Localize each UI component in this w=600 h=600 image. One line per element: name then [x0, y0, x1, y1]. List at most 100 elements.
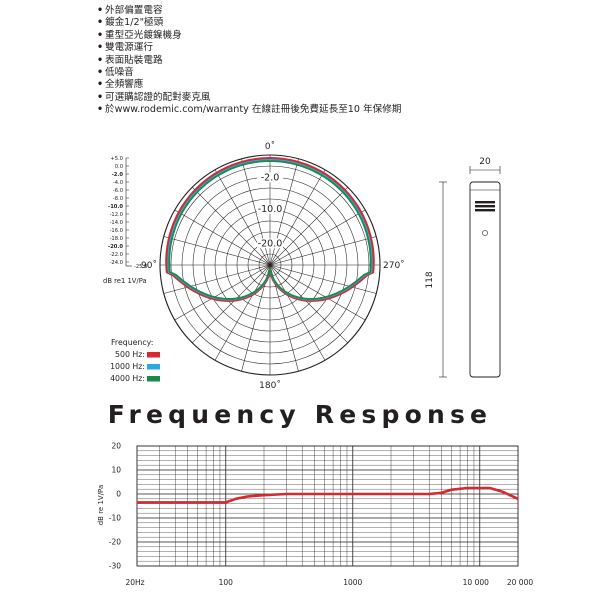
polar-spoke: [269, 264, 326, 361]
bullet-icon: •: [97, 5, 104, 16]
polar-spoke: [269, 169, 326, 266]
height-label: 118: [425, 271, 435, 288]
feature-item: • 低噪音: [97, 67, 401, 79]
y-tick-label: 0: [116, 490, 121, 499]
feature-item: • 外部偏置電容: [97, 5, 401, 17]
feature-item: • 重型亞光鍍鎳機身: [97, 30, 401, 42]
width-label: 20: [479, 157, 491, 167]
polar-spoke: [269, 264, 348, 343]
polar-angle-label: 90˚: [141, 260, 157, 271]
bullet-icon: •: [97, 54, 104, 66]
legend-title: Frequency:: [111, 338, 153, 347]
mic-body: [469, 181, 501, 378]
feature-text: 全頻響應: [105, 79, 144, 91]
legend-label: 500 Hz:: [115, 350, 145, 359]
polar-spoke: [174, 264, 271, 321]
ring-label-bg: [257, 204, 283, 215]
scale-label: 0.0: [115, 164, 123, 170]
feature-text: 雙電源運行: [105, 42, 153, 54]
scale-label: -18.0: [110, 236, 123, 242]
y-axis-label: dB re 1V/Pa: [97, 485, 105, 526]
feature-item: • 雙電源運行: [97, 42, 401, 54]
x-tick-label: 1000: [343, 578, 362, 587]
polar-spoke: [163, 264, 271, 294]
legend-label: 1000 Hz:: [110, 362, 145, 371]
scale-label: -22.0: [110, 252, 123, 258]
scale-label: -14.0: [110, 220, 123, 226]
polar-ring-label: -10.0: [258, 204, 283, 215]
legend-swatch: [147, 376, 160, 382]
y-tick-label: -10: [109, 514, 121, 523]
x-tick-label: 20 000: [507, 578, 533, 587]
polar-spoke: [174, 209, 271, 266]
legend-swatch: [147, 352, 160, 358]
scale-label: -25.0: [134, 264, 147, 270]
polar-spoke: [192, 187, 271, 266]
feature-list: • 外部偏置電容 • 鍍金1/2"極頭 • 重型亞光鍍鎳機身 • 雙電源運行 • 表面貼裝電路 • 低…: [97, 5, 401, 117]
scale-label: -4.0: [113, 180, 123, 186]
x-tick-label: 20Hz: [125, 578, 144, 587]
ring-label-bg: [257, 172, 283, 183]
polar-ring-label: -20.0: [258, 238, 283, 249]
polar-curve-4000hz: [168, 160, 372, 300]
polar-angle-label: 270˚: [383, 260, 405, 271]
polar-spoke: [214, 264, 271, 361]
bullet-icon: •: [97, 17, 104, 29]
polar-spoke: [269, 264, 377, 294]
frequency-response-title: Frequency Response: [107, 400, 493, 429]
scale-label: +5.0: [110, 156, 123, 162]
mic-dimension-drawing: 20 118: [425, 157, 501, 378]
y-tick-label: -30: [109, 562, 121, 571]
polar-spoke: [269, 187, 348, 266]
polar-pattern: 0˚ 90˚ 270˚ 180˚ -2.0 -10.0 -20.0 +5.0 0.0 -2.0 -4…: [103, 141, 405, 391]
y-tick-label: -20: [109, 538, 121, 547]
feature-text: 鍍金1/2"極頭: [105, 17, 164, 29]
response-curve: [137, 486, 519, 504]
mic-grille-slot: [475, 209, 495, 212]
polar-ring-label: -2.0: [261, 172, 280, 183]
polar-angle-label: 0˚: [265, 141, 275, 152]
x-tick-label: 10 000: [463, 578, 489, 587]
feature-text: 低噪音: [105, 67, 134, 79]
bullet-icon: •: [97, 91, 104, 103]
polar-spoke: [192, 264, 271, 343]
plot-area: [136, 445, 519, 567]
mic-grille-slot: [475, 205, 495, 208]
polar-spoke: [269, 209, 366, 266]
scale-label: -16.0: [110, 228, 123, 234]
polar-spoke: [214, 169, 271, 266]
feature-text: 外部偏置電容: [105, 5, 163, 16]
x-tick-label: 100: [219, 578, 234, 587]
polar-angle-label: 180˚: [259, 380, 281, 391]
unit-label: dB re1 1V/Pa: [103, 277, 147, 285]
mic-grille-slot: [475, 201, 495, 204]
feature-item: • 鍍金1/2"極頭: [97, 17, 401, 29]
scale-label: -12.0: [110, 212, 123, 218]
scale-label: -6.0: [113, 188, 123, 194]
scale-label: -2.0: [112, 172, 124, 178]
y-tick-label: 20: [111, 442, 121, 451]
bullet-icon: •: [97, 104, 104, 116]
bullet-icon: •: [97, 42, 104, 54]
polar-spoke: [269, 264, 366, 321]
legend-swatch: [147, 364, 160, 370]
polar-spoke: [269, 236, 377, 266]
y-tick-label: 10: [111, 466, 121, 475]
mic-led-icon: [482, 230, 488, 236]
ring-label-bg: [257, 238, 283, 249]
feature-text: 於www.rodemic.com/warranty 在線註冊後免費延長至10 年…: [105, 104, 402, 116]
feature-item: • 可選購認證的配對麥克風: [97, 92, 401, 104]
polar-spoke: [163, 236, 271, 266]
bullet-icon: •: [97, 79, 104, 91]
legend-label: 4000 Hz:: [110, 374, 145, 383]
scale-label: -8.0: [113, 196, 123, 202]
feature-item: • 於www.rodemic.com/warranty 在線註冊後免費延長至10 …: [97, 104, 401, 116]
scale-label: -20.0: [108, 244, 123, 250]
scale-label: -10.0: [108, 204, 123, 210]
feature-text: 可選購認證的配對麥克風: [105, 91, 211, 103]
feature-text: 重型亞光鍍鎳機身: [105, 29, 182, 41]
bullet-icon: •: [97, 67, 104, 79]
feature-text: 表面貼裝電路: [105, 54, 163, 66]
